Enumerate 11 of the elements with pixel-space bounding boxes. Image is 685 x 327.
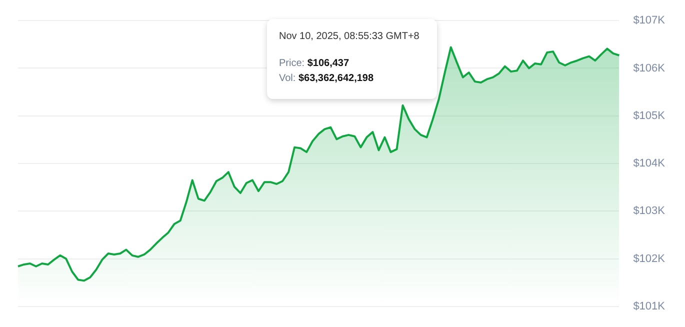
y-tick-label: $104K (633, 158, 666, 170)
y-tick-label: $105K (633, 110, 666, 122)
tooltip-card: Nov 10, 2025, 08:55:33 GMT+8 Price: $106,437 Vol: $63,362,642,198 (267, 19, 437, 99)
y-tick-label: $103K (633, 205, 666, 218)
annotation: Price: $106,437 (279, 58, 350, 69)
y-tick-label: $102K (633, 252, 666, 265)
annotation: Vol: $63,362,642,198 (279, 73, 374, 84)
y-tick-label: $101K (633, 300, 666, 312)
y-tick-label: $106K (633, 62, 666, 74)
y-tick-label: $107K (633, 14, 666, 27)
annotation: Nov 10, 2025, 08:55:33 GMT+8 (279, 30, 420, 44)
